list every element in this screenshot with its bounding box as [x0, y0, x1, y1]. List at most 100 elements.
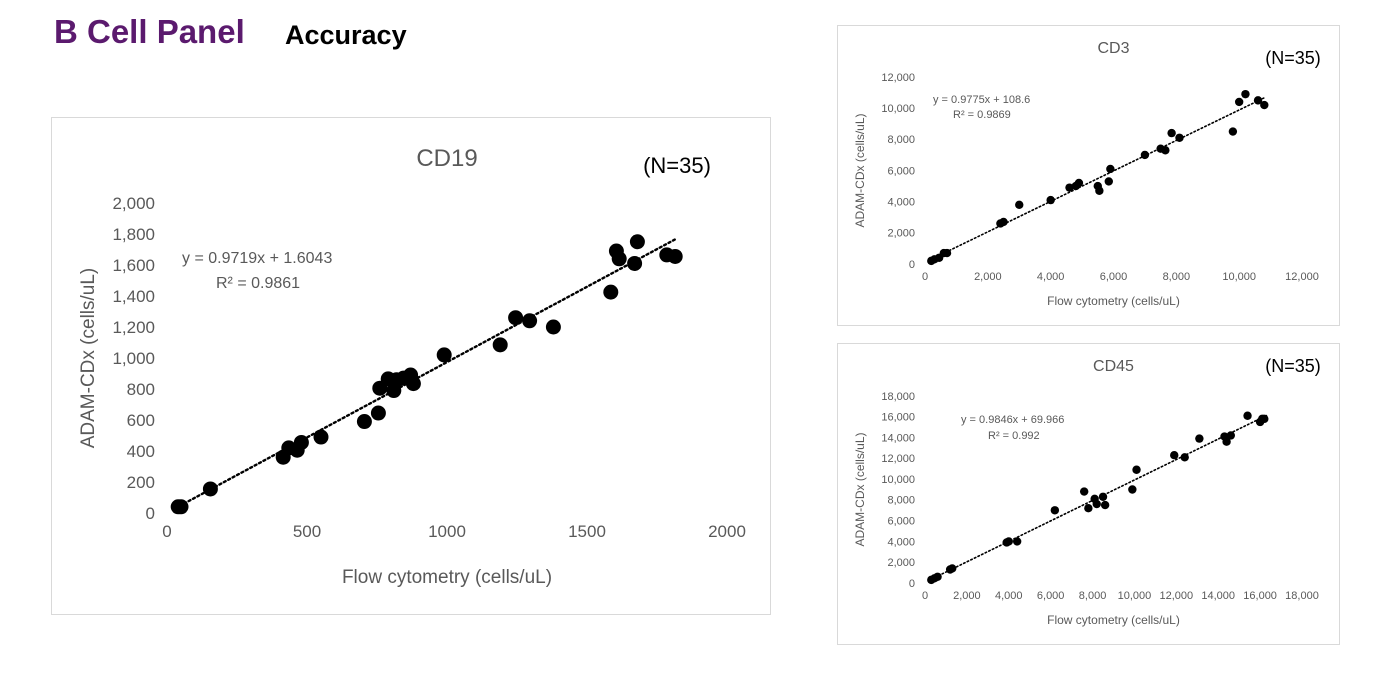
- data-point: [1170, 451, 1179, 460]
- data-point: [1260, 100, 1269, 110]
- y-tick-label: 2,000: [112, 194, 155, 213]
- data-point: [627, 255, 643, 271]
- x-tick-label: 18,000: [1285, 590, 1319, 602]
- y-tick-label: 4,000: [887, 197, 915, 209]
- data-point: [1260, 414, 1269, 424]
- data-point: [370, 405, 386, 421]
- chart-cd19: CD19 (N=35) 0 200 400 600 800 1,000 1,200 1,400 1,…: [78, 145, 746, 588]
- y-tick-label: 2,000: [887, 557, 915, 569]
- chart-panel-cd3: CD3 (N=35) 0 2,000 4,000 6,000 8,000 10,000 12,0…: [837, 25, 1340, 326]
- x-tick-label: 500: [293, 522, 321, 541]
- r-squared-label: R² = 0.9861: [216, 275, 300, 292]
- data-point: [1065, 183, 1074, 192]
- slide-subtitle: Accuracy: [285, 20, 407, 50]
- y-tick-label: 2,000: [887, 228, 915, 240]
- trendline: [930, 96, 1266, 261]
- y-tick-label: 200: [127, 473, 155, 492]
- data-point: [1046, 195, 1055, 205]
- trendline: [174, 237, 678, 510]
- slide-title: B Cell Panel: [54, 13, 245, 50]
- data-point: [667, 248, 683, 264]
- trendline-equation: y = 0.9846x + 69.966: [961, 414, 1064, 426]
- sample-size-label: (N=35): [1265, 48, 1321, 68]
- data-point: [522, 313, 538, 329]
- data-point: [1095, 186, 1104, 195]
- x-tick-label: 10,000: [1118, 590, 1152, 602]
- data-point: [1195, 434, 1204, 443]
- data-point: [313, 429, 329, 445]
- x-tick-label: 1500: [568, 522, 606, 541]
- chart-panel-cd45: CD45 (N=35) 0 2,000 4,000 6,000 8,000 10,000 12,…: [837, 343, 1340, 645]
- data-point: [1167, 128, 1176, 138]
- sample-size-label: (N=35): [643, 153, 711, 178]
- y-tick-label: 18,000: [881, 391, 915, 403]
- x-axis-label: Flow cytometry (cells/uL): [1047, 613, 1180, 627]
- r-squared-label: R² = 0.9869: [953, 109, 1011, 121]
- data-point: [942, 248, 952, 258]
- data-point: [1140, 150, 1150, 160]
- data-point: [1228, 127, 1238, 136]
- chart-title: CD3: [1097, 40, 1129, 57]
- y-tick-label: 1,400: [112, 287, 155, 306]
- y-tick-label: 400: [127, 442, 155, 461]
- data-point: [1084, 504, 1093, 513]
- data-point: [1243, 411, 1252, 420]
- data-point: [1012, 537, 1022, 546]
- chart-title: CD45: [1093, 358, 1134, 375]
- trendline-equation: y = 0.9775x + 108.6: [933, 94, 1030, 106]
- x-tick-label: 1000: [428, 522, 466, 541]
- y-tick-label: 8,000: [887, 495, 915, 507]
- data-point: [173, 499, 189, 515]
- y-tick-label: 1,000: [112, 349, 155, 368]
- data-point: [1226, 431, 1235, 440]
- y-tick-label: 12,000: [881, 453, 915, 465]
- data-point: [405, 376, 421, 392]
- y-axis-label: ADAM-CDx (cells/uL): [853, 432, 867, 546]
- data-point: [356, 414, 372, 430]
- x-tick-label: 14,000: [1201, 590, 1235, 602]
- x-tick-label: 12,000: [1160, 590, 1194, 602]
- trendline-equation: y = 0.9719x + 1.6043: [182, 250, 332, 267]
- data-point: [629, 234, 645, 250]
- y-tick-label: 0: [909, 578, 915, 590]
- y-tick-label: 6,000: [887, 165, 915, 177]
- x-tick-label: 2,000: [974, 271, 1002, 283]
- data-point: [603, 284, 619, 300]
- y-tick-label: 10,000: [881, 474, 915, 486]
- x-tick-label: 10,000: [1222, 271, 1256, 283]
- y-axis-label: ADAM-CDx (cells/uL): [853, 113, 867, 227]
- chart-title: CD19: [416, 145, 477, 172]
- x-tick-label: 8,000: [1079, 590, 1107, 602]
- y-tick-label: 0: [146, 504, 155, 523]
- y-tick-label: 800: [127, 380, 155, 399]
- data-point: [1175, 133, 1184, 142]
- data-point: [508, 310, 524, 326]
- data-point: [611, 251, 627, 267]
- data-point: [948, 564, 957, 573]
- data-point: [545, 319, 561, 335]
- y-tick-label: 0: [909, 259, 915, 271]
- x-tick-label: 2000: [708, 522, 746, 541]
- data-point: [202, 481, 218, 497]
- x-axis-label: Flow cytometry (cells/uL): [342, 567, 552, 588]
- data-point: [1015, 200, 1024, 209]
- chart-cd3: CD3 (N=35) 0 2,000 4,000 6,000 8,000 10,000 12,0…: [853, 40, 1321, 308]
- x-tick-label: 12,000: [1285, 271, 1319, 283]
- data-point: [1180, 453, 1189, 462]
- y-tick-label: 16,000: [881, 412, 915, 424]
- x-tick-label: 6,000: [1037, 590, 1065, 602]
- data-point: [1161, 146, 1170, 155]
- y-tick-label: 8,000: [887, 134, 915, 146]
- y-tick-label: 1,600: [112, 256, 155, 275]
- data-point: [1234, 97, 1244, 107]
- y-tick-label: 600: [127, 411, 155, 430]
- trendline: [930, 414, 1268, 581]
- data-point: [1100, 500, 1110, 510]
- y-axis-label: ADAM-CDx (cells/uL): [78, 268, 99, 449]
- data-point: [1004, 537, 1013, 546]
- data-point: [1092, 499, 1101, 509]
- data-point: [1079, 487, 1089, 496]
- x-tick-label: 16,000: [1243, 590, 1277, 602]
- x-tick-label: 4,000: [1037, 271, 1065, 283]
- x-tick-label: 0: [162, 522, 171, 541]
